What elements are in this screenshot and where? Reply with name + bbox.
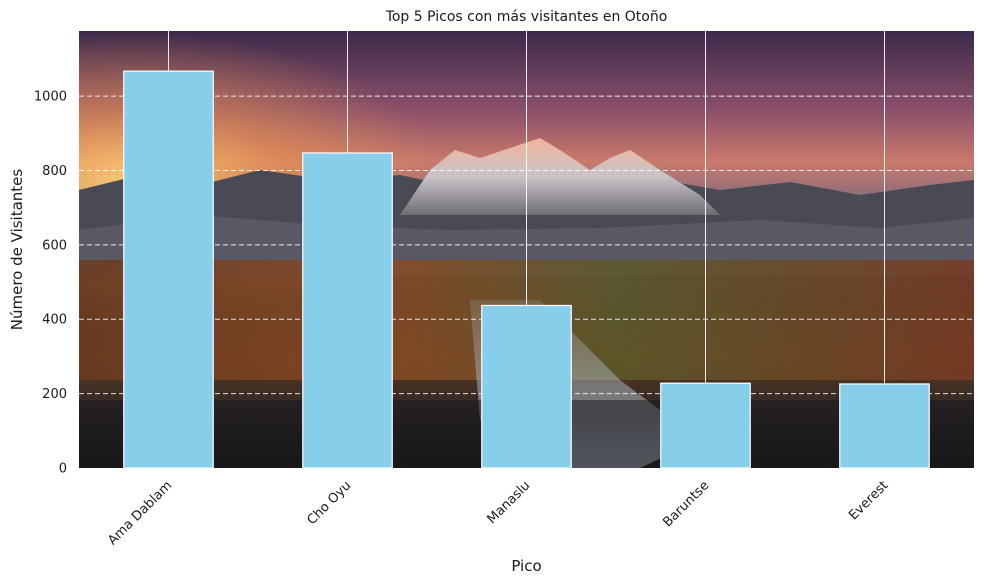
y-tick-label: 1000	[34, 90, 67, 105]
bar	[123, 70, 214, 469]
y-tick-label: 600	[42, 238, 67, 253]
y-tick-label: 400	[42, 313, 67, 328]
y-axis-ticks: 0 200 400 600 800 1000	[34, 90, 67, 477]
bars	[123, 70, 930, 469]
x-axis-label: Pico	[511, 557, 541, 575]
x-tick-label: Baruntse	[660, 478, 712, 530]
x-tick-label: Manaslu	[485, 478, 534, 527]
x-tick-label: Everest	[846, 478, 891, 523]
x-axis-ticks: Ama Dablam Cho Oyu Manaslu Baruntse Everest	[105, 478, 891, 548]
y-tick-label: 200	[42, 387, 67, 402]
y-axis-label: Número de Visitantes	[8, 169, 26, 331]
x-tick-label: Ama Dablam	[105, 478, 175, 548]
bar	[660, 382, 751, 469]
x-tick-label: Cho Oyu	[304, 478, 354, 528]
bar	[839, 383, 930, 469]
bar	[481, 304, 572, 469]
y-tick-label: 0	[59, 462, 67, 477]
y-tick-label: 800	[42, 164, 67, 179]
bar	[302, 152, 393, 469]
chart-title: Top 5 Picos con más visitantes en Otoño	[385, 9, 668, 25]
